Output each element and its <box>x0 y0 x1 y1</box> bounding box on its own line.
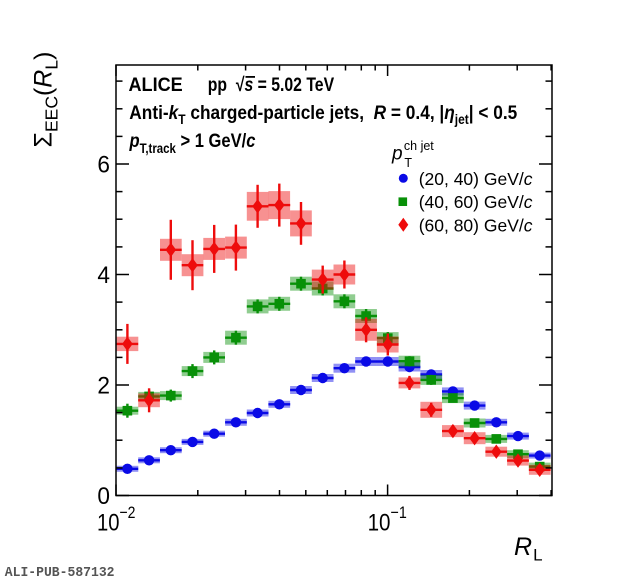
svg-text:ch jet: ch jet <box>404 139 434 153</box>
svg-text:(60, 80) GeV/c: (60, 80) GeV/c <box>419 215 533 235</box>
svg-text:(20, 40) GeV/c: (20, 40) GeV/c <box>419 169 533 189</box>
svg-text:2: 2 <box>97 373 110 400</box>
svg-text:T: T <box>404 156 412 170</box>
svg-text:0: 0 <box>97 483 110 510</box>
svg-text:(40, 60) GeV/c: (40, 60) GeV/c <box>419 192 533 212</box>
svg-text:6: 6 <box>97 152 110 179</box>
svg-text:pp √s = 5.02 TeV: pp √s = 5.02 TeV <box>208 74 334 96</box>
svg-text:4: 4 <box>97 262 110 289</box>
svg-text:pT,track > 1 GeV/c: pT,track > 1 GeV/c <box>129 130 256 156</box>
svg-text:p: p <box>391 144 403 165</box>
svg-text:ALICE: ALICE <box>129 74 183 96</box>
svg-text:ALI-PUB-587132: ALI-PUB-587132 <box>5 565 115 581</box>
